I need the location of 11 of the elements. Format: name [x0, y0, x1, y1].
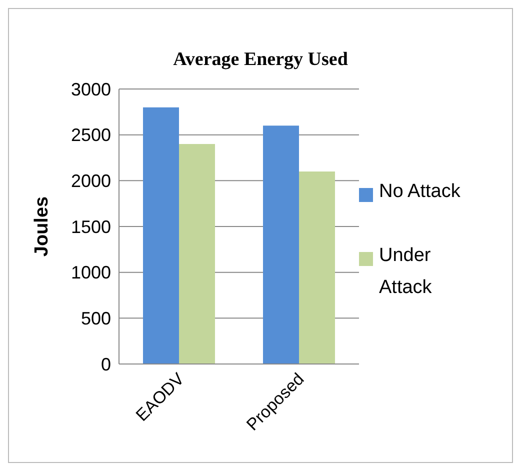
y-tick-label: 1500	[70, 216, 111, 237]
y-tick-label: 1000	[70, 262, 111, 283]
legend-label: Under Attack	[379, 244, 433, 300]
chart-title: Average Energy Used	[172, 49, 349, 71]
y-tick-label: 0	[100, 354, 111, 374]
y-axis-title: Joules	[32, 196, 53, 257]
y-tick-label: 2500	[70, 125, 111, 146]
legend-label: No Attack	[379, 180, 462, 204]
y-tick-label: 500	[80, 308, 111, 329]
y-tick-label: 2000	[70, 171, 111, 192]
y-tick-label: 3000	[70, 79, 111, 100]
